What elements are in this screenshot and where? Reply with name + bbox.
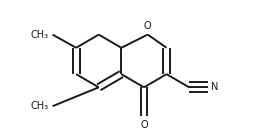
Text: O: O <box>140 120 148 130</box>
Text: CH₃: CH₃ <box>31 101 49 111</box>
Text: N: N <box>211 82 219 92</box>
Text: CH₃: CH₃ <box>31 30 49 40</box>
Text: O: O <box>144 21 152 31</box>
